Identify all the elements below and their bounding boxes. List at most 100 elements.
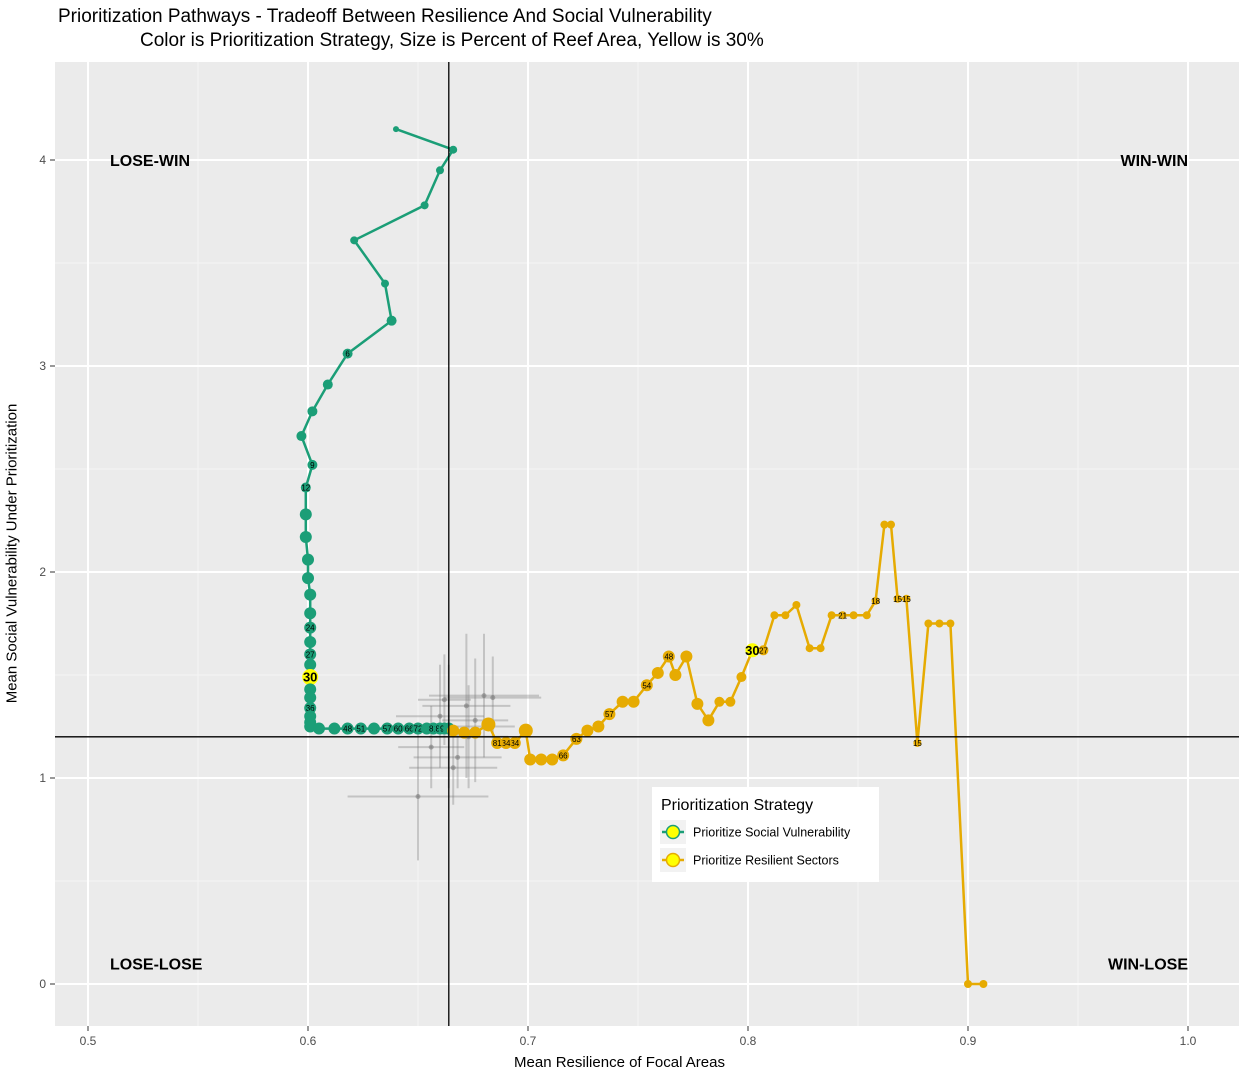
data-point <box>627 695 640 708</box>
data-point <box>313 722 325 735</box>
x-tick-label: 0.6 <box>300 1034 317 1048</box>
data-point <box>342 348 353 359</box>
data-label: 66 <box>559 751 568 760</box>
data-point <box>449 145 458 154</box>
data-label: 84 <box>510 739 519 748</box>
data-label: 6 <box>345 350 350 359</box>
uncertainty-point <box>415 794 421 800</box>
data-point <box>702 714 715 727</box>
legend-key-point <box>665 852 681 868</box>
data-label: 48 <box>664 652 673 661</box>
data-point <box>304 607 317 620</box>
data-label: 54 <box>642 681 651 690</box>
data-point <box>935 619 944 628</box>
data-label: 63 <box>572 735 581 744</box>
data-label: 81 <box>429 725 438 734</box>
data-point <box>381 279 389 288</box>
data-point <box>581 724 594 737</box>
data-label: 21 <box>838 611 847 620</box>
data-point <box>299 530 312 543</box>
data-label: 72 <box>414 725 423 734</box>
uncertainty-point <box>463 703 469 709</box>
data-point <box>816 644 825 653</box>
data-point <box>447 724 460 737</box>
data-label: 15 <box>902 595 911 604</box>
data-point <box>304 636 317 649</box>
data-label: 27 <box>306 650 315 659</box>
data-point <box>304 648 317 661</box>
data-point <box>880 520 889 529</box>
data-point <box>350 236 359 245</box>
data-point <box>368 722 380 735</box>
data-point <box>871 596 880 605</box>
data-label: 30 <box>303 670 317 685</box>
data-point <box>736 672 747 683</box>
legend-entry-label: Prioritize Social Vulnerability <box>693 826 851 840</box>
uncertainty-point <box>441 697 447 703</box>
data-label: 18 <box>871 597 880 606</box>
data-point <box>508 736 521 749</box>
data-point <box>300 482 311 493</box>
data-point <box>307 406 318 417</box>
data-point <box>669 669 682 681</box>
data-point <box>640 679 653 692</box>
data-point <box>491 736 504 749</box>
data-point <box>592 720 605 733</box>
data-point <box>946 619 955 628</box>
data-point <box>680 650 693 663</box>
data-point <box>481 717 496 732</box>
legend-key-point <box>665 824 681 840</box>
data-point <box>518 723 533 738</box>
data-point <box>805 644 814 653</box>
data-point <box>304 621 317 634</box>
chart-title: Prioritization Pathways - Tradeoff Betwe… <box>58 6 712 27</box>
uncertainty-point <box>450 765 456 771</box>
data-point <box>827 611 836 620</box>
data-point <box>328 722 341 735</box>
data-label: 9 <box>310 461 315 470</box>
x-tick-label: 0.7 <box>520 1034 537 1048</box>
data-point <box>458 726 471 739</box>
x-axis-label: Mean Resilience of Focal Areas <box>514 1054 725 1071</box>
data-point <box>403 722 416 735</box>
uncertainty-point <box>481 693 487 699</box>
data-point <box>412 722 424 735</box>
data-point <box>420 201 429 210</box>
uncertainty-point <box>472 717 478 723</box>
data-point <box>893 594 902 603</box>
data-point <box>792 600 801 609</box>
data-label: 57 <box>383 725 392 734</box>
data-point <box>964 980 972 988</box>
data-point <box>535 753 548 766</box>
data-point <box>341 722 354 735</box>
data-label: 51 <box>356 725 365 734</box>
uncertainty-point <box>437 713 443 719</box>
quadrant-label: LOSE-WIN <box>110 153 190 170</box>
x-tick-label: 0.8 <box>740 1034 757 1048</box>
data-point <box>304 588 317 601</box>
data-point <box>714 696 725 707</box>
data-label: 30 <box>745 643 759 658</box>
data-point <box>887 520 895 529</box>
data-label: 60 <box>394 725 403 734</box>
data-point <box>524 753 537 766</box>
legend-entry-label: Prioritize Resilient Sectors <box>693 854 839 868</box>
data-label: 48 <box>343 725 352 734</box>
data-label: 57 <box>605 710 614 719</box>
data-point <box>392 722 405 735</box>
data-label: 84 <box>502 739 511 748</box>
data-label: 15 <box>893 595 902 604</box>
data-point <box>758 645 769 656</box>
data-label: 27 <box>759 646 768 655</box>
uncertainty-point <box>428 744 434 750</box>
y-tick-label: 0 <box>39 977 46 991</box>
y-tick-label: 3 <box>39 359 46 373</box>
data-point <box>304 691 317 704</box>
data-point <box>386 315 397 326</box>
data-point <box>862 611 871 620</box>
data-point <box>725 696 736 707</box>
data-point <box>304 701 317 714</box>
data-point <box>745 643 760 658</box>
data-point <box>616 695 629 708</box>
